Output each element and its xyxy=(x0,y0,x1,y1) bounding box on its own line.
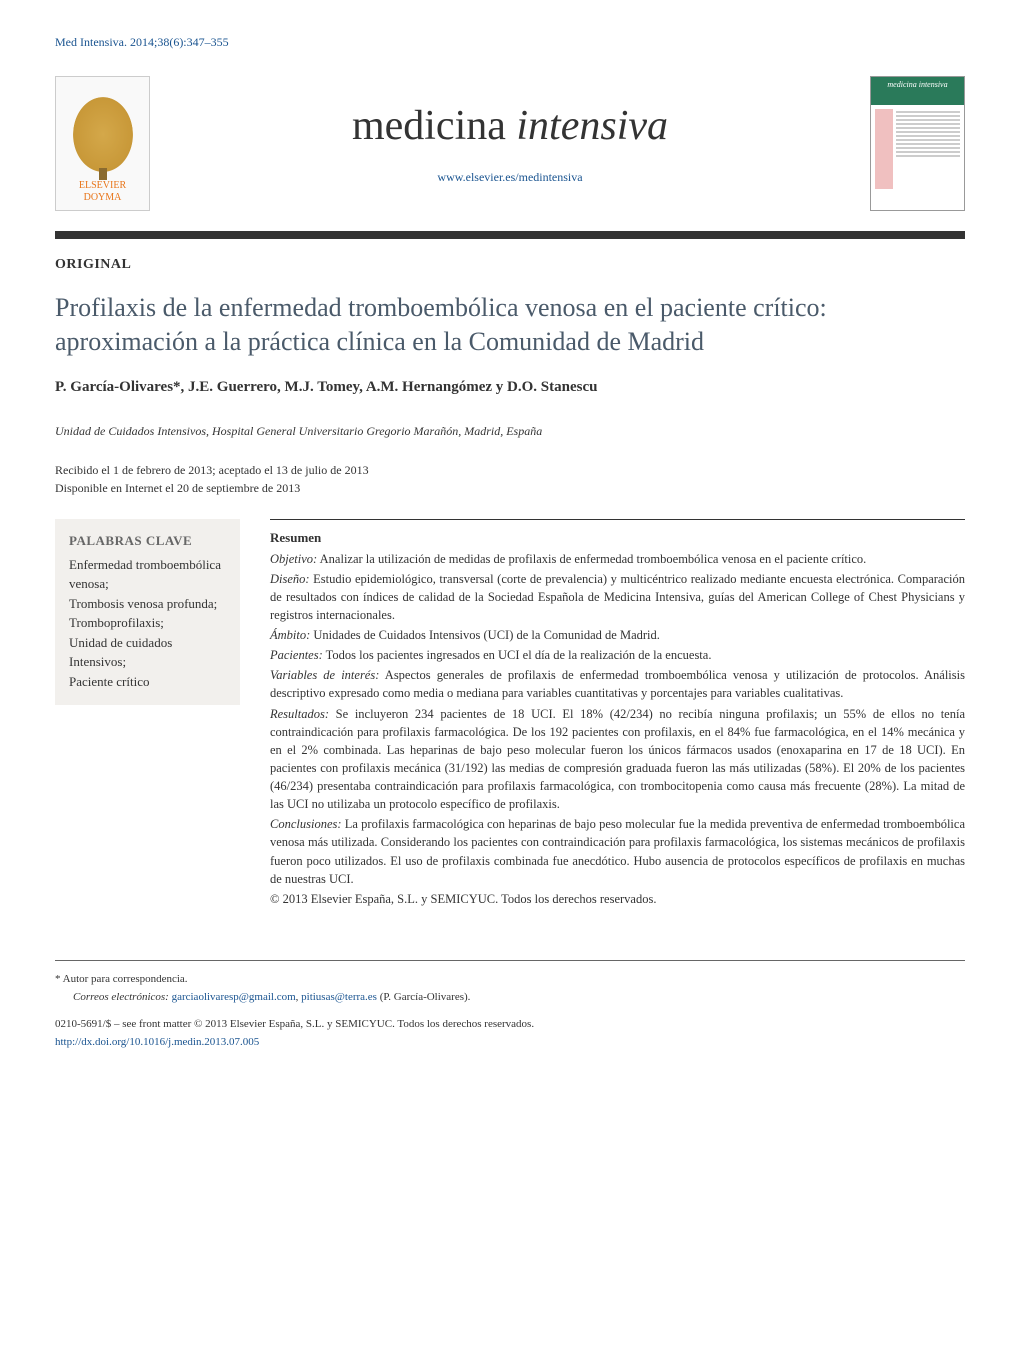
email-label: Correos electrónicos: xyxy=(73,991,172,1003)
article-dates: Recibido el 1 de febrero de 2013; acepta… xyxy=(55,461,965,497)
issn-copyright: 0210-5691/$ – see front matter © 2013 El… xyxy=(55,1016,965,1033)
abstract-section-text: Unidades de Cuidados Intensivos (UCI) de… xyxy=(310,628,660,642)
footer: * Autor para correspondencia. Correos el… xyxy=(55,960,965,1051)
abstract-block: Resumen Objetivo: Analizar la utilizació… xyxy=(270,519,965,910)
publisher-name: ELSEVIER DOYMA xyxy=(79,180,126,204)
email-link-1[interactable]: garciaolivaresp@gmail.com xyxy=(172,991,296,1003)
abstract-section-text: Todos los pacientes ingresados en UCI el… xyxy=(323,648,712,662)
cover-content xyxy=(896,109,960,189)
abstract-section-label: Diseño: xyxy=(270,572,310,586)
publisher-line2: DOYMA xyxy=(79,192,126,204)
abstract-section-label: Variables de interés: xyxy=(270,668,379,682)
abstract-section-label: Objetivo: xyxy=(270,552,317,566)
abstract-section-label: Conclusiones: xyxy=(270,817,342,831)
corresponding-emails: Correos electrónicos: garciaolivaresp@gm… xyxy=(55,989,965,1006)
abstract-section-text: Se incluyeron 234 pacientes de 18 UCI. E… xyxy=(270,707,965,812)
journal-cover-thumbnail: medicina intensiva xyxy=(870,76,965,211)
journal-url[interactable]: www.elsevier.es/medintensiva xyxy=(150,170,870,185)
affiliation: Unidad de Cuidados Intensivos, Hospital … xyxy=(55,424,965,439)
abstract-copyright: © 2013 Elsevier España, S.L. y SEMICYUC.… xyxy=(270,890,965,908)
doi-link[interactable]: http://dx.doi.org/10.1016/j.medin.2013.0… xyxy=(55,1034,965,1051)
citation-header: Med Intensiva. 2014;38(6):347–355 xyxy=(55,35,965,50)
publisher-line1: ELSEVIER xyxy=(79,180,126,192)
abstract-section-label: Resultados: xyxy=(270,707,329,721)
divider-bar xyxy=(55,231,965,239)
journal-title-part2: intensiva xyxy=(516,103,668,149)
journal-title-block: medicina intensiva www.elsevier.es/medin… xyxy=(150,102,870,185)
journal-title-part1: medicina xyxy=(352,103,516,149)
cover-body xyxy=(871,105,964,193)
article-title: Profilaxis de la enfermedad tromboembóli… xyxy=(55,291,965,359)
authors: P. García-Olivares*, J.E. Guerrero, M.J.… xyxy=(55,379,965,396)
journal-title: medicina intensiva xyxy=(150,102,870,150)
abstract-heading: Resumen xyxy=(270,530,965,546)
journal-banner: ELSEVIER DOYMA medicina intensiva www.el… xyxy=(55,68,965,219)
publisher-logo: ELSEVIER DOYMA xyxy=(55,76,150,211)
content-row: PALABRAS CLAVE Enfermedad tromboembólica… xyxy=(55,519,965,910)
abstract-section-text: Analizar la utilización de medidas de pr… xyxy=(317,552,866,566)
keywords-heading: PALABRAS CLAVE xyxy=(69,533,226,549)
elsevier-tree-icon xyxy=(73,97,133,172)
keywords-box: PALABRAS CLAVE Enfermedad tromboembólica… xyxy=(55,519,240,706)
abstract-section-text: La profilaxis farmacológica con heparina… xyxy=(270,817,965,885)
abstract-body: Objetivo: Analizar la utilización de med… xyxy=(270,550,965,908)
abstract-section-label: Ámbito: xyxy=(270,628,310,642)
cover-header: medicina intensiva xyxy=(871,77,964,105)
online-date: Disponible en Internet el 20 de septiemb… xyxy=(55,479,965,497)
keywords-list: Enfermedad tromboembólica venosa; Trombo… xyxy=(69,555,226,692)
received-date: Recibido el 1 de febrero de 2013; acepta… xyxy=(55,461,965,479)
abstract-section-label: Pacientes: xyxy=(270,648,323,662)
article-type: ORIGINAL xyxy=(55,257,965,273)
cover-sidebar xyxy=(875,109,893,189)
corresponding-author-note: * Autor para correspondencia. xyxy=(55,971,965,988)
email-link-2[interactable]: pitiusas@terra.es xyxy=(301,991,377,1003)
abstract-section-text: Estudio epidemiológico, transversal (cor… xyxy=(270,572,965,622)
email-author: (P. García-Olivares). xyxy=(377,991,470,1003)
